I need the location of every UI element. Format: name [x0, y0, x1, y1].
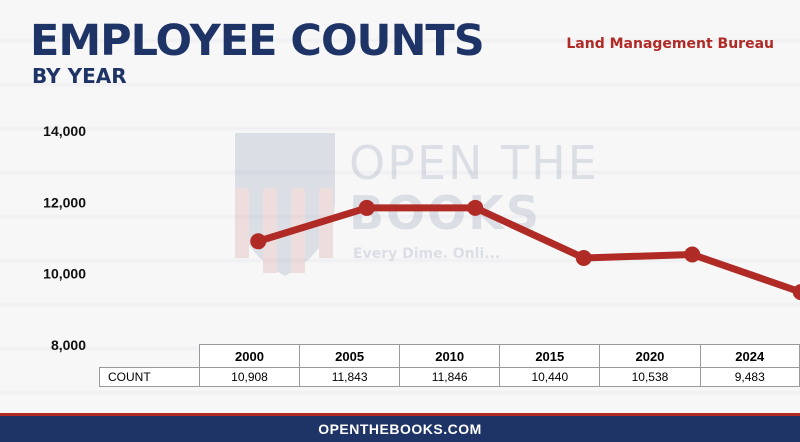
table-cell-count: 10,440 [499, 367, 601, 387]
agency-name: Land Management Bureau [566, 36, 774, 52]
chart-title: EMPLOYEE COUNTS [30, 16, 485, 66]
data-point [684, 246, 701, 263]
watermark-text-line1: OPEN THE [349, 136, 599, 190]
table-row: COUNT 10,908 11,843 11,846 10,440 10,538 9,48… [99, 367, 800, 387]
data-table: 2000 2005 2010 2015 2020 2024 COUNT 10,908 11,… [99, 344, 800, 387]
shield-icon [235, 133, 335, 276]
row-label-count: COUNT [99, 367, 200, 387]
table-header-row: 2000 2005 2010 2015 2020 2024 [100, 344, 800, 368]
data-point [250, 233, 267, 250]
chart-subtitle: BY YEAR [32, 64, 127, 88]
y-tick-label: 14,000 [43, 123, 86, 139]
data-point [792, 284, 800, 301]
footer-accent-bar [0, 413, 800, 416]
watermark-text-line2: BOOKS [349, 186, 542, 240]
table-cell-count: 9,483 [699, 367, 800, 387]
x-tick-label: 2020 [599, 344, 701, 368]
x-tick-label: 2000 [198, 344, 301, 368]
y-axis: 14,000 12,000 10,000 8,000 [43, 123, 86, 353]
y-tick-label: 10,000 [43, 266, 86, 282]
table-cell-count: 10,538 [599, 367, 701, 387]
watermark-tagline: Every Dime. Onli... [353, 246, 501, 262]
data-point [467, 199, 484, 216]
table-cell-count: 11,846 [399, 367, 501, 387]
table-corner [100, 345, 200, 368]
table-cell-count: 11,843 [299, 367, 401, 387]
x-tick-label: 2024 [699, 344, 800, 368]
table-cell-count: 10,908 [198, 367, 301, 387]
x-tick-label: 2005 [299, 344, 401, 368]
footer-url: OPENTHEBOOKS.COM [0, 416, 800, 442]
data-point [358, 199, 375, 216]
series-line [257, 204, 800, 296]
x-tick-label: 2010 [399, 344, 501, 368]
y-tick-label: 12,000 [43, 194, 86, 210]
y-tick-label: 8,000 [51, 337, 86, 353]
data-point [575, 249, 592, 266]
watermark-logo: OPEN THE BOOKS Every Dime. Onli... [225, 128, 605, 278]
plot-area [250, 199, 800, 301]
x-tick-label: 2015 [499, 344, 601, 368]
